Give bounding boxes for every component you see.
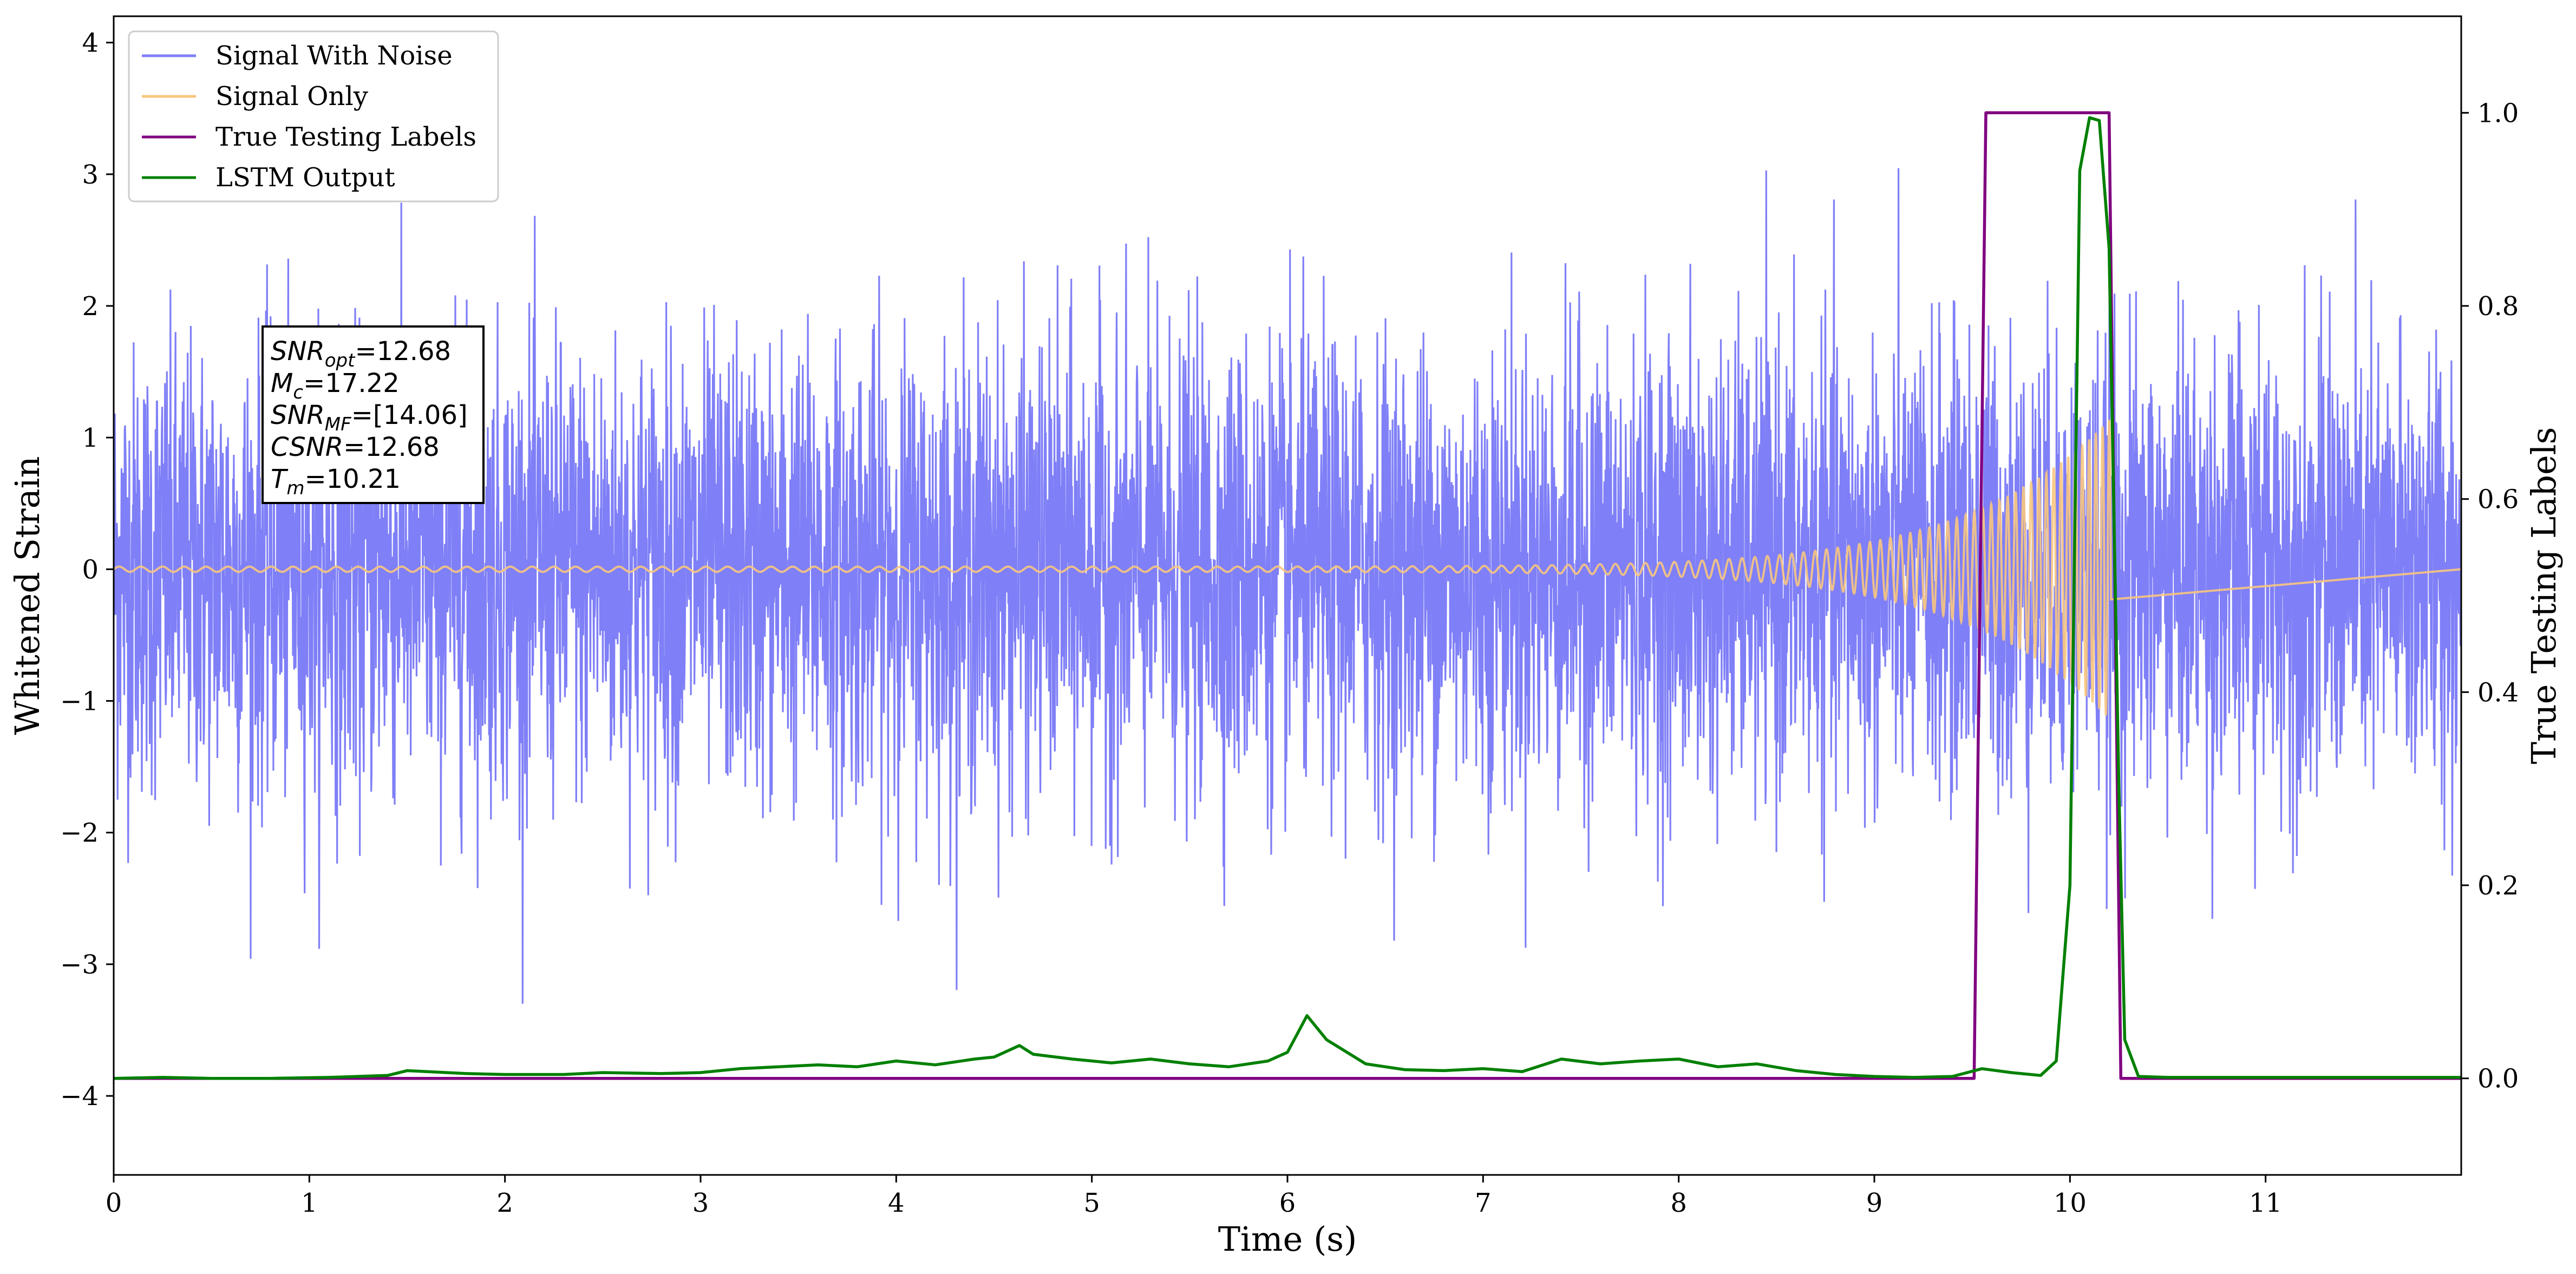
y-axis-label: Whitened Strain [8,456,47,735]
legend-label-signal-with-noise: Signal With Noise [215,41,453,71]
y2-tick-label: 0.8 [2477,291,2519,322]
y-tick-label: −4 [60,1081,99,1112]
x-tick-label: 2 [496,1188,513,1218]
y2-tick-label: 0.2 [2477,871,2519,901]
y-tick-label: −2 [60,818,99,848]
series-lstm-output [114,116,2461,1080]
y-tick-label: 0 [82,554,99,585]
annotation-frame [261,325,485,504]
x-axis-ticks: 0 1 2 3 4 5 6 7 8 9 10 11 [106,1175,2282,1218]
x-tick-label: 3 [692,1188,709,1218]
x-tick-label: 11 [2249,1188,2282,1218]
x-tick-label: 6 [1279,1188,1296,1218]
y-tick-label: 1 [82,423,99,453]
y-axis-ticks: −4 −3 −2 −1 0 1 2 3 4 [60,28,114,1112]
y-tick-label: 3 [82,160,99,190]
legend: Signal With Noise Signal Only True Testi… [128,30,499,202]
x-tick-label: 10 [2054,1188,2087,1218]
y-tick-label: 2 [82,291,99,322]
x-tick-label: 5 [1083,1188,1100,1218]
annotation-line: CSNR=12.68 [271,432,440,462]
y-tick-label: −3 [60,950,99,980]
x-tick-label: 7 [1475,1188,1492,1218]
y2-tick-label: 0.6 [2477,485,2519,515]
y2-tick-label: 0.4 [2477,677,2519,708]
annotation-line: Tm=10.21 [271,464,401,499]
annotation-box: SNRopt=12.68Mc=17.22SNRMF=[14.06]CSNR=12… [261,325,485,504]
annotation-line: SNRMF=[14.06] [271,400,468,435]
x-tick-label: 9 [1866,1188,1883,1218]
legend-box [128,30,499,202]
x-tick-label: 4 [888,1188,905,1218]
series-layer [114,111,2461,1080]
x-tick-label: 1 [301,1188,318,1218]
y2-axis-ticks: 0.0 0.2 0.4 0.6 0.8 1.0 [2461,98,2519,1094]
legend-label-lstm-output: LSTM Output [215,162,395,193]
annotation-line: SNRopt=12.68 [271,336,451,371]
y2-tick-label: 1.0 [2477,98,2519,128]
series-signal-only [114,420,2461,716]
y2-tick-label: 0.0 [2477,1064,2519,1094]
legend-label-signal-only: Signal Only [215,81,368,112]
legend-label-true-testing-labels: True Testing Labels [215,122,476,152]
x-axis-label: Time (s) [1218,1219,1357,1259]
y-tick-label: 4 [82,28,99,58]
y2-axis-label: True Testing Labels [2524,427,2564,765]
annotation-line: Mc=17.22 [271,368,400,403]
x-tick-label: 0 [106,1188,122,1218]
x-tick-label: 8 [1670,1188,1687,1218]
y-tick-label: −1 [60,687,99,717]
